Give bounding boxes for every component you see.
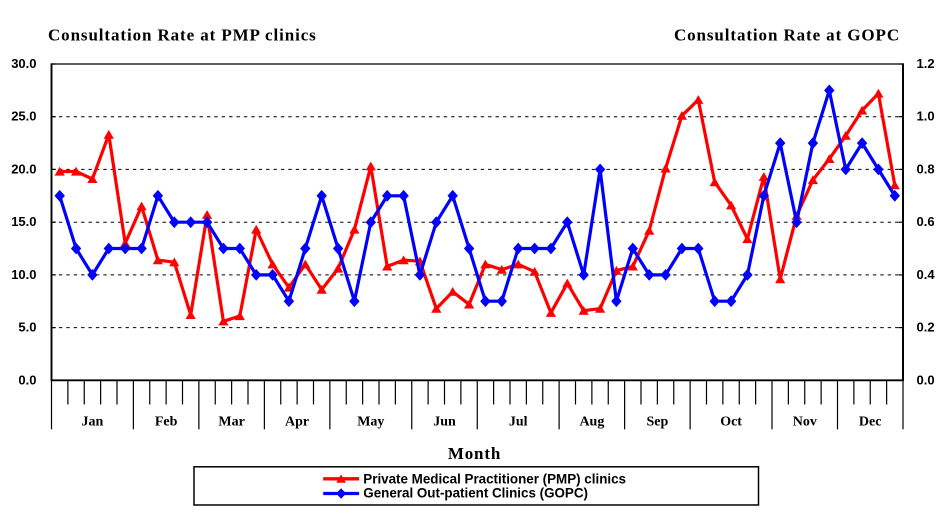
svg-text:0.6: 0.6 xyxy=(917,214,935,229)
svg-text:Apr: Apr xyxy=(285,415,309,430)
svg-text:Sep: Sep xyxy=(647,415,669,430)
svg-text:Mar: Mar xyxy=(218,415,244,430)
svg-text:Private Medical Practitioner (: Private Medical Practitioner (PMP) clini… xyxy=(363,472,626,487)
svg-text:0.0: 0.0 xyxy=(917,372,935,387)
svg-text:20.0: 20.0 xyxy=(11,161,36,176)
svg-text:Feb: Feb xyxy=(155,415,178,430)
svg-text:Oct: Oct xyxy=(720,415,742,430)
svg-text:0.8: 0.8 xyxy=(917,161,935,176)
svg-text:15.0: 15.0 xyxy=(11,214,36,229)
svg-text:Jan: Jan xyxy=(82,415,104,430)
svg-text:0.0: 0.0 xyxy=(18,372,36,387)
svg-text:25.0: 25.0 xyxy=(11,109,36,124)
svg-text:May: May xyxy=(357,415,384,430)
svg-text:5.0: 5.0 xyxy=(18,320,36,335)
svg-text:Jun: Jun xyxy=(433,415,456,430)
svg-text:Jul: Jul xyxy=(509,415,528,430)
svg-text:10.0: 10.0 xyxy=(11,267,36,282)
svg-text:Aug: Aug xyxy=(579,415,604,430)
svg-text:General Out-patient Clinics (G: General Out-patient Clinics (GOPC) xyxy=(363,486,588,501)
svg-text:30.0: 30.0 xyxy=(11,56,36,71)
svg-text:Consultation Rate at GOPC: Consultation Rate at GOPC xyxy=(674,26,900,45)
svg-text:Month: Month xyxy=(448,444,501,463)
svg-text:Nov: Nov xyxy=(793,415,817,430)
svg-text:0.4: 0.4 xyxy=(917,267,936,282)
svg-text:Dec: Dec xyxy=(859,415,882,430)
svg-text:1.2: 1.2 xyxy=(917,56,935,71)
svg-text:Consultation Rate at PMP clini: Consultation Rate at PMP clinics xyxy=(48,26,317,45)
svg-text:1.0: 1.0 xyxy=(917,109,935,124)
svg-text:0.2: 0.2 xyxy=(917,320,935,335)
